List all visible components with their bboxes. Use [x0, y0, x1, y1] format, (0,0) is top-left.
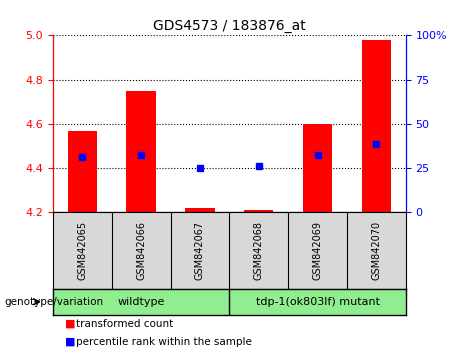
Text: genotype/variation: genotype/variation	[5, 297, 104, 307]
Text: GSM842069: GSM842069	[313, 221, 323, 280]
Text: GSM842066: GSM842066	[136, 221, 146, 280]
Bar	[244, 210, 273, 212]
Bar	[229, 289, 406, 315]
Text: transformed count: transformed count	[76, 319, 173, 329]
Bar	[68, 131, 97, 212]
Text: tdp-1(ok803lf) mutant: tdp-1(ok803lf) mutant	[255, 297, 379, 307]
Text: GSM842070: GSM842070	[371, 221, 381, 280]
Text: ■: ■	[65, 319, 75, 329]
Bar	[53, 289, 230, 315]
Text: ■: ■	[65, 337, 75, 347]
Bar	[185, 208, 215, 212]
Text: GSM842065: GSM842065	[77, 221, 88, 280]
Title: GDS4573 / 183876_at: GDS4573 / 183876_at	[153, 19, 306, 33]
Text: percentile rank within the sample: percentile rank within the sample	[76, 337, 252, 347]
Bar	[303, 124, 332, 212]
Bar	[126, 91, 156, 212]
Text: GSM842068: GSM842068	[254, 221, 264, 280]
Bar	[361, 40, 391, 212]
Text: wildtype: wildtype	[118, 297, 165, 307]
Text: GSM842067: GSM842067	[195, 221, 205, 280]
